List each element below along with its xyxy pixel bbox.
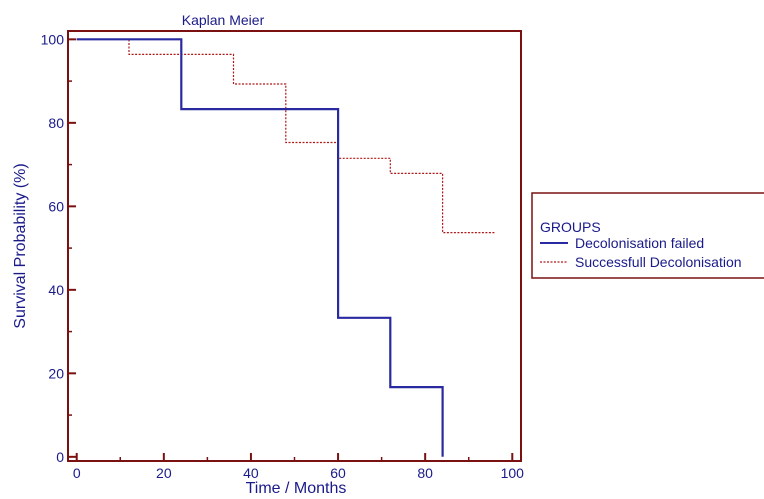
y-axis-label: Survival Probability (%) [12,163,29,328]
chart-title: Kaplan Meier [182,12,265,28]
x-tick-label: 0 [73,465,81,481]
y-tick-label: 40 [48,282,64,298]
y-axis: 0 20 40 60 80 100 [41,31,76,465]
x-tick-label: 80 [417,465,433,481]
y-tick-label: 20 [48,365,64,381]
x-tick-label: 100 [501,465,525,481]
y-tick-label: 100 [41,31,65,47]
y-tick-label: 60 [48,198,64,214]
x-tick-label: 60 [330,465,346,481]
legend-box [531,192,764,279]
y-tick-label: 80 [48,115,64,131]
x-tick-label: 40 [243,465,259,481]
series-layer [76,38,495,457]
plot-frame [67,30,522,462]
series-line-successfull-decolonisation [76,38,495,234]
series-line-decolonisation-failed [76,38,444,457]
legend: GROUPS Decolonisation failed Successfull… [531,192,764,279]
legend-label-successfull-decolonisation: Successfull Decolonisation [575,254,742,270]
x-axis: 0 20 40 60 80 100 [73,453,524,481]
legend-title: GROUPS [540,219,601,235]
x-tick-label: 20 [156,465,172,481]
legend-label-decolonisation-failed: Decolonisation failed [575,235,704,251]
x-axis-label: Time / Months [246,480,347,497]
y-tick-label: 0 [56,449,64,465]
